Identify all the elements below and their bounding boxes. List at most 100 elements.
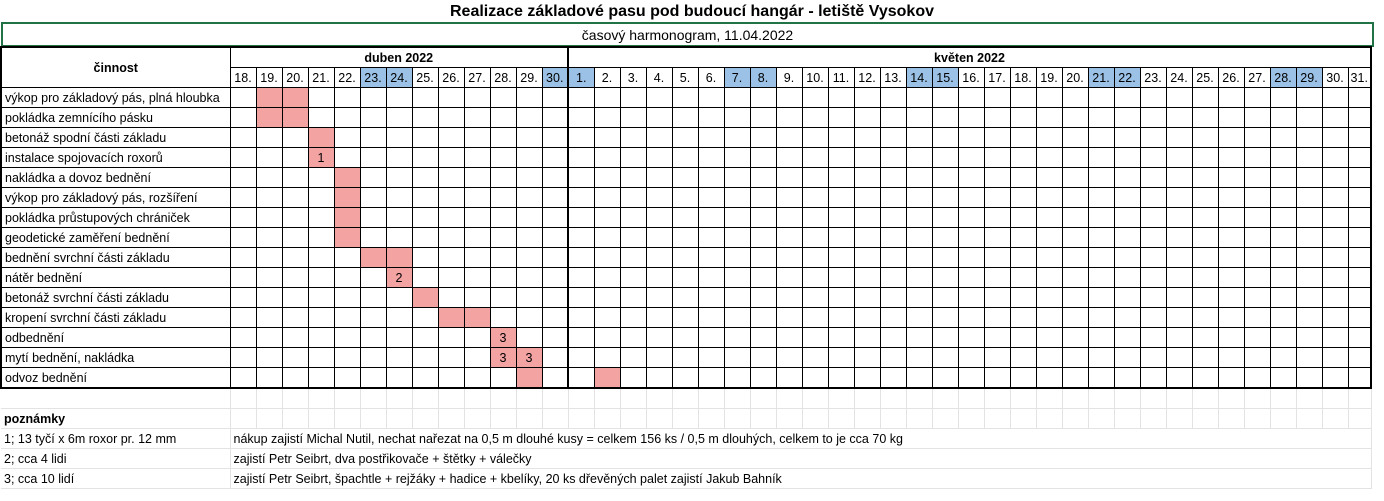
schedule-cell[interactable] bbox=[1321, 247, 1349, 268]
schedule-cell[interactable] bbox=[567, 107, 595, 128]
schedule-cell[interactable] bbox=[1321, 127, 1349, 148]
schedule-cell[interactable] bbox=[1113, 87, 1141, 108]
schedule-cell[interactable] bbox=[879, 287, 907, 308]
schedule-cell[interactable] bbox=[853, 227, 881, 248]
schedule-cell[interactable] bbox=[775, 347, 803, 368]
day-header[interactable]: 12. bbox=[853, 67, 881, 88]
schedule-cell[interactable] bbox=[905, 227, 933, 248]
schedule-cell[interactable] bbox=[1191, 247, 1219, 268]
empty-cell[interactable] bbox=[958, 408, 985, 429]
schedule-cell[interactable] bbox=[931, 347, 959, 368]
day-header[interactable]: 13. bbox=[879, 67, 907, 88]
schedule-cell[interactable] bbox=[1295, 167, 1323, 188]
activity-name[interactable]: výkop pro základový pás, plná hloubka bbox=[0, 87, 231, 108]
schedule-cell[interactable] bbox=[489, 147, 517, 168]
empty-cell[interactable] bbox=[438, 408, 465, 429]
schedule-cell[interactable] bbox=[359, 87, 387, 108]
schedule-cell[interactable] bbox=[437, 107, 465, 128]
schedule-cell[interactable] bbox=[281, 227, 309, 248]
schedule-cell[interactable] bbox=[749, 227, 777, 248]
schedule-cell[interactable] bbox=[1087, 267, 1115, 288]
schedule-cell[interactable] bbox=[463, 347, 491, 368]
schedule-cell[interactable] bbox=[437, 227, 465, 248]
schedule-cell[interactable] bbox=[853, 367, 881, 389]
day-header[interactable]: 11. bbox=[827, 67, 855, 88]
schedule-cell[interactable] bbox=[1061, 207, 1089, 228]
schedule-cell[interactable] bbox=[749, 167, 777, 188]
schedule-cell[interactable] bbox=[1035, 147, 1063, 168]
schedule-bar-cell[interactable] bbox=[255, 107, 283, 128]
schedule-cell[interactable] bbox=[567, 187, 595, 208]
schedule-cell[interactable] bbox=[723, 147, 751, 168]
schedule-cell[interactable] bbox=[1295, 307, 1323, 328]
schedule-cell[interactable] bbox=[853, 347, 881, 368]
schedule-cell[interactable] bbox=[645, 207, 673, 228]
schedule-cell[interactable] bbox=[619, 167, 647, 188]
schedule-cell[interactable] bbox=[1061, 167, 1089, 188]
schedule-cell[interactable] bbox=[1113, 147, 1141, 168]
schedule-cell[interactable] bbox=[307, 347, 335, 368]
schedule-cell[interactable] bbox=[1191, 307, 1219, 328]
activity-name[interactable]: geodetické zaměření bednění bbox=[0, 227, 231, 248]
schedule-cell[interactable] bbox=[463, 287, 491, 308]
activity-name[interactable]: výkop pro základový pás, rozšíření bbox=[0, 187, 231, 208]
schedule-cell[interactable] bbox=[1165, 367, 1193, 389]
schedule-cell[interactable] bbox=[1269, 227, 1297, 248]
empty-cell[interactable] bbox=[1218, 388, 1245, 409]
schedule-cell[interactable] bbox=[593, 327, 621, 348]
schedule-cell[interactable] bbox=[645, 367, 673, 389]
schedule-cell[interactable] bbox=[619, 147, 647, 168]
schedule-cell[interactable] bbox=[1087, 167, 1115, 188]
schedule-cell[interactable] bbox=[411, 347, 439, 368]
schedule-cell[interactable] bbox=[1191, 127, 1219, 148]
schedule-cell[interactable] bbox=[801, 247, 829, 268]
schedule-cell[interactable] bbox=[1113, 347, 1141, 368]
empty-cell[interactable] bbox=[802, 388, 829, 409]
schedule-cell[interactable] bbox=[1113, 187, 1141, 208]
schedule-cell[interactable] bbox=[1009, 187, 1037, 208]
schedule-cell[interactable] bbox=[1061, 107, 1089, 128]
empty-cell[interactable] bbox=[256, 408, 283, 429]
schedule-cell[interactable] bbox=[853, 287, 881, 308]
schedule-cell[interactable] bbox=[385, 187, 413, 208]
schedule-cell[interactable] bbox=[671, 347, 699, 368]
schedule-bar-cell[interactable]: 1 bbox=[307, 147, 335, 168]
schedule-cell[interactable] bbox=[567, 327, 595, 348]
schedule-cell[interactable] bbox=[593, 267, 621, 288]
day-header[interactable]: 21. bbox=[1087, 67, 1115, 88]
schedule-cell[interactable] bbox=[1347, 287, 1372, 308]
schedule-cell[interactable] bbox=[1347, 367, 1372, 389]
schedule-cell[interactable] bbox=[229, 187, 257, 208]
schedule-cell[interactable] bbox=[541, 107, 569, 128]
schedule-cell[interactable] bbox=[723, 127, 751, 148]
schedule-cell[interactable] bbox=[333, 307, 361, 328]
schedule-cell[interactable] bbox=[359, 287, 387, 308]
empty-cell[interactable] bbox=[1166, 388, 1193, 409]
schedule-cell[interactable] bbox=[957, 147, 985, 168]
empty-cell[interactable] bbox=[1296, 388, 1323, 409]
schedule-cell[interactable] bbox=[1217, 367, 1245, 389]
schedule-cell[interactable] bbox=[801, 287, 829, 308]
schedule-cell[interactable] bbox=[1165, 267, 1193, 288]
schedule-cell[interactable] bbox=[1295, 187, 1323, 208]
schedule-cell[interactable] bbox=[931, 127, 959, 148]
schedule-cell[interactable] bbox=[1165, 167, 1193, 188]
schedule-cell[interactable] bbox=[775, 107, 803, 128]
schedule-cell[interactable] bbox=[1087, 147, 1115, 168]
schedule-cell[interactable] bbox=[541, 247, 569, 268]
schedule-cell[interactable] bbox=[255, 247, 283, 268]
schedule-cell[interactable] bbox=[1113, 287, 1141, 308]
schedule-cell[interactable] bbox=[749, 327, 777, 348]
empty-cell[interactable] bbox=[828, 408, 855, 429]
schedule-cell[interactable] bbox=[1165, 127, 1193, 148]
schedule-cell[interactable] bbox=[411, 167, 439, 188]
schedule-cell[interactable] bbox=[1139, 87, 1167, 108]
schedule-cell[interactable] bbox=[281, 307, 309, 328]
schedule-cell[interactable] bbox=[489, 267, 517, 288]
schedule-cell[interactable] bbox=[1165, 287, 1193, 308]
schedule-cell[interactable] bbox=[1295, 207, 1323, 228]
schedule-cell[interactable] bbox=[801, 187, 829, 208]
schedule-cell[interactable] bbox=[957, 347, 985, 368]
schedule-cell[interactable] bbox=[801, 107, 829, 128]
schedule-cell[interactable] bbox=[671, 367, 699, 389]
